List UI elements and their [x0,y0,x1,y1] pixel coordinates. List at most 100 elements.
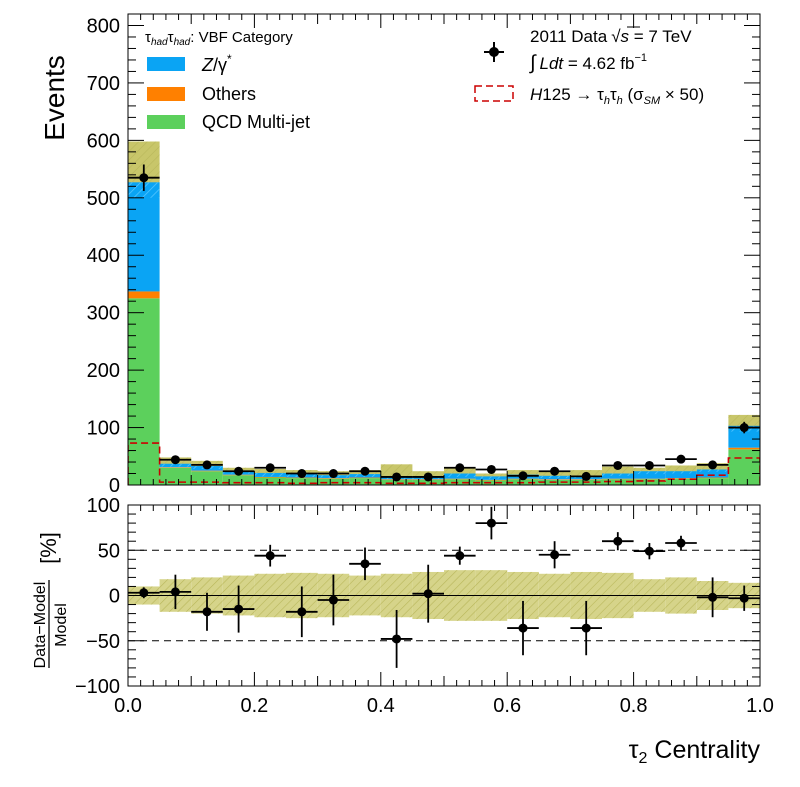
legend-signal-h: H [530,85,543,104]
y-axis-title-ratio: Data−Model Model [%] [32,532,70,668]
main-ytick-label-500: 500 [87,188,120,210]
data-point-bin-7 [360,466,370,476]
legend-signal-sub2: h [617,95,623,107]
legend-category-tau2: τ [168,29,174,46]
bar-z-bin-15 [602,473,634,479]
legend-category-tau1: τ [145,29,151,46]
data-points [128,164,760,482]
ratio-xtick-label-1: 0.2 [240,695,268,717]
bar-z-bin-17 [665,471,697,479]
legend-signal-close: × 50) [660,85,704,104]
uncertainty-band-main [128,141,760,480]
legend-label-qcd: QCD Multi-jet [202,112,310,132]
legend-data-text: 2011 Data [530,27,608,46]
data-point-bin-15 [613,460,623,470]
x-axis-title-sub: 2 [639,750,648,767]
bar-qcdmultijet-bin-10 [444,479,476,485]
band-main-hatch-bin-11 [475,473,508,479]
ratio-xtick-label-5: 1.0 [746,695,774,717]
ratio-ytick-label-50: 50 [98,540,120,562]
bar-qcdmultijet-bin-9 [412,479,444,485]
legend-lumi-exp: −1 [635,52,648,64]
bar-qcdmultijet-bin-19 [728,449,760,485]
ratio-unit: [%] [36,532,61,564]
ratio-ytick-label-0: 0 [109,586,120,608]
ratio-xtick-label-4: 0.8 [620,695,648,717]
ratio-point-bin-2 [202,607,212,617]
data-point-bin-4 [265,463,275,473]
ratio-point-bin-10 [455,551,465,561]
main-ytick-label-300: 300 [87,303,120,325]
legend-data-sqrt: √ [611,27,621,46]
data-point-bin-0 [139,173,149,183]
legend-category: τhadτhad: VBF Category [145,29,293,48]
ratio-point-bin-17 [676,538,686,548]
data-point-bin-3 [234,466,244,476]
stack-hatch-bin-15 [602,473,634,476]
band-main-hatch-bin-17 [665,465,697,474]
stat-hatch [128,182,760,480]
bar-qcdmultijet-bin-8 [380,479,413,485]
legend-lumi-value: = 4.62 fb [563,54,634,73]
bar-others-bin-18 [696,477,729,479]
bar-z-bin-18 [696,469,729,478]
legend-z-star: * [227,52,232,66]
stack-hatch-bin-13 [538,475,571,479]
bar-qcdmultijet-bin-5 [286,478,318,485]
legend-label-data: 2011 Data √s = 7 TeV [530,27,692,46]
data-point-bin-13 [550,466,560,476]
ratio-ytick-label--50: −50 [86,631,120,653]
ratio-axes: −100 −50 0 50 100 0.0 0.2 0.4 0.6 0.8 1.0 [75,495,774,717]
legend-lumi-int: ∫ [529,52,537,74]
legend-category-sub2: had [174,37,191,48]
legend-signal-mass: 125 → τ [542,85,604,104]
ratio-point-bin-15 [613,536,623,546]
bar-others-bin-13 [538,479,571,480]
ratio-point-bin-3 [234,604,244,614]
ratio-point-bin-5 [297,607,307,617]
ratio-point-bin-8 [392,634,402,644]
bar-others-bin-19 [728,447,760,450]
legend-category-rest: : VBF Category [190,29,293,46]
legend-signal-tau2: τ [610,85,617,104]
bar-others-bin-1 [159,467,192,468]
ratio-point-bin-4 [265,551,275,561]
legend-z-sep: / [213,55,218,75]
main-ytick-label-600: 600 [87,130,120,152]
bar-qcdmultijet-bin-4 [254,477,286,485]
data-point-bin-5 [297,469,307,479]
stack-hatch-bin-16 [633,471,666,475]
bar-qcdmultijet-bin-18 [696,478,729,485]
bar-others-bin-4 [254,476,286,478]
x-axis-title-rest: Centrality [647,736,760,764]
legend-data-s: s [621,27,630,46]
bar-qcdmultijet-bin-2 [191,471,223,485]
bar-qcdmultijet-bin-0 [128,298,160,485]
ratio-ytick-label-100: 100 [87,495,120,517]
ratio-point-bin-7 [360,559,370,569]
ratio-point-bin-12 [518,623,528,633]
ratio-point-bin-18 [708,592,718,602]
legend-right: 2011 Data √s = 7 TeV ∫ Ldt = 4.62 fb−1 H12… [474,26,704,107]
data-point-bin-11 [486,464,496,474]
bar-qcdmultijet-bin-1 [159,467,192,485]
stack-hatch-bin-11 [475,476,508,479]
bar-qcdmultijet-bin-7 [349,478,381,485]
data-point-bin-10 [455,463,465,473]
main-panel: 0 100 200 300 400 500 600 700 800 [87,13,761,497]
ratio-point-bin-11 [486,518,496,528]
bar-qcdmultijet-bin-17 [665,478,697,485]
legend-signal-sm: SM [644,95,661,107]
x-axis-title-symbol: τ [629,736,639,764]
main-ytick-label-200: 200 [87,360,120,382]
band-main-hatch-bin-8 [380,464,413,480]
legend-label-lumi: ∫ Ldt = 4.62 fb−1 [529,52,647,74]
ratio-reference-lines [128,549,760,642]
bar-z-bin-16 [633,471,666,479]
legend-data-marker [489,47,499,57]
ratio-point-bin-9 [423,589,433,599]
legend-swatch-z [147,57,185,71]
bar-z-bin-0 [128,182,160,292]
stack-hatch-bin-17 [665,471,697,474]
